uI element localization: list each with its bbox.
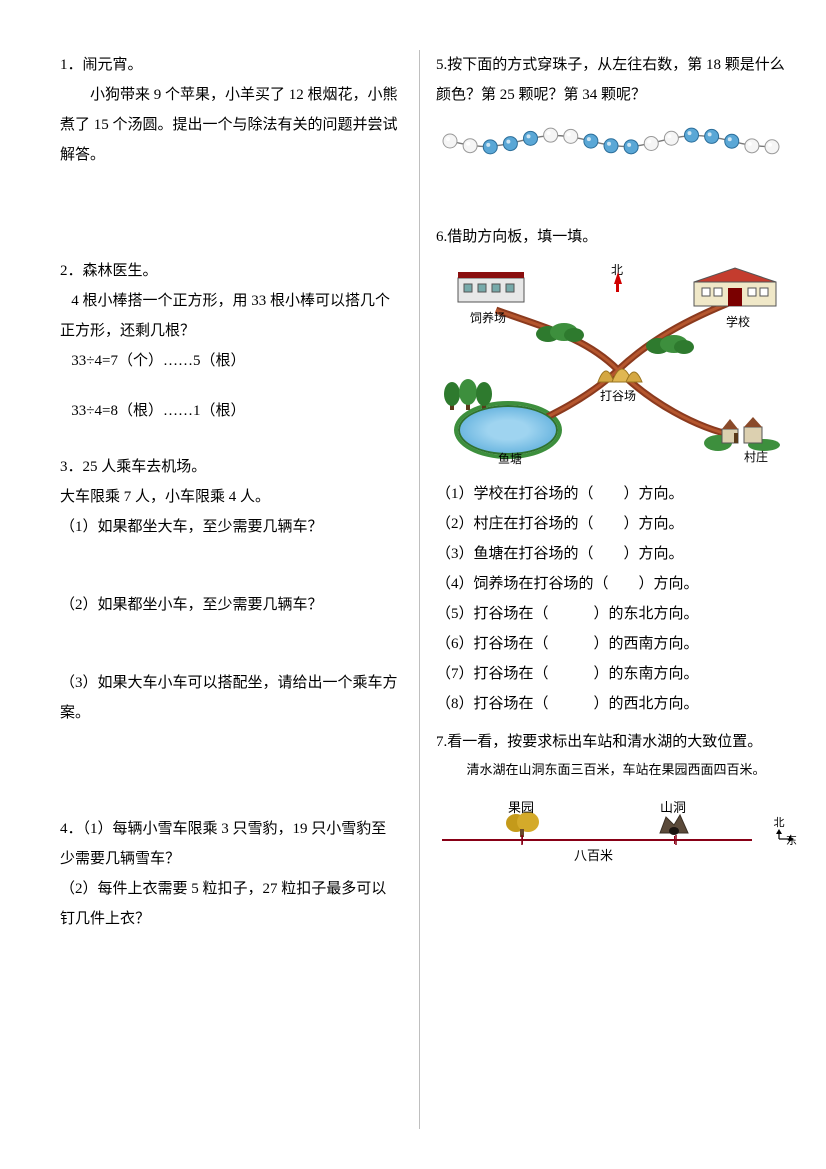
compass-east: 东 [786, 835, 797, 847]
q5-number: 5. [436, 57, 447, 73]
beads-diagram [436, 116, 786, 166]
village-label: 村庄 [744, 445, 768, 469]
q2-body: 4 根小棒搭一个正方形，用 33 根小棒可以搭几个正方形，还剩几根？ [60, 286, 398, 346]
q6-item: （3）鱼塘在打谷场的（ ）方向。 [436, 539, 796, 569]
spacer [60, 434, 398, 452]
compass-stem [616, 284, 619, 292]
bead-white [544, 128, 558, 142]
distance-label: 八百米 [574, 843, 613, 869]
q3-p1: （1）如果都坐大车，至少需要几辆车？ [60, 512, 398, 542]
column-divider [419, 50, 420, 1129]
village-icon [704, 413, 780, 451]
bead-blue [685, 128, 699, 142]
q4-number: 4． [60, 821, 83, 837]
q3-p2: （2）如果都坐小车，至少需要几辆车？ [60, 590, 398, 620]
bead-blue [604, 139, 618, 153]
q2-number: 2． [60, 263, 83, 279]
q2-eq1: 33÷4=7（个）……5（根） [71, 353, 245, 369]
school-icon [692, 266, 778, 308]
q3-body: 大车限乘 7 人，小车限乘 4 人。 [60, 482, 398, 512]
bead-blue [725, 134, 739, 148]
q3-number: 3． [60, 459, 83, 475]
compass-north: 北 [764, 817, 794, 829]
q7-compass-icon: 北 东 [764, 817, 794, 852]
q2: 2．森林医生。 4 根小棒搭一个正方形，用 33 根小棒可以搭几个正方形，还剩几… [60, 256, 398, 426]
direction-map: 北 饲养场 [436, 258, 796, 473]
q6-item: （7）打谷场在（ ）的东南方向。 [436, 659, 796, 689]
q6-item: （2）村庄在打谷场的（ ）方向。 [436, 509, 796, 539]
spacer [60, 620, 398, 668]
q4-p1-text: （1）每辆小雪车限乘 3 只雪豹，19 只小雪豹至少需要几辆雪车？ [60, 821, 386, 867]
q3-title: 25 人乘车去机场。 [83, 459, 207, 475]
q6-item: （4）饲养场在打谷场的（ ）方向。 [436, 569, 796, 599]
q4: 4．（1）每辆小雪车限乘 3 只雪豹，19 只小雪豹至少需要几辆雪车？ （2）每… [60, 814, 398, 934]
ground-label: 打谷场 [600, 384, 636, 408]
q7-caption: 清水湖在山洞东面三百米，车站在果园西面四百米。 [436, 757, 796, 783]
q6: 6.借助方向板，填一填。 北 [436, 222, 796, 719]
q7: 7.看一看，按要求标出车站和清水湖的大致位置。 清水湖在山洞东面三百米，车站在果… [436, 727, 796, 871]
q6-title: 借助方向板，填一填。 [447, 229, 597, 245]
farm-label: 饲养场 [470, 306, 506, 330]
bead-white [443, 134, 457, 148]
q2-eq2: 33÷4=8（根）……1（根） [71, 403, 245, 419]
q6-heading: 6.借助方向板，填一填。 [436, 222, 796, 252]
school-label: 学校 [726, 310, 750, 334]
bead-blue [503, 137, 517, 151]
q1-number: 1． [60, 57, 83, 73]
bead-blue [524, 131, 538, 145]
threshing-ground-icon [592, 354, 644, 384]
worksheet-page: 1．闹元宵。 小狗带来 9 个苹果，小羊买了 12 根烟花，小熊煮了 15 个汤… [60, 50, 796, 1129]
beads-svg [436, 116, 786, 166]
spacer [60, 178, 398, 256]
q4-p2: （2）每件上衣需要 5 粒扣子，27 粒扣子最多可以钉几件上衣？ [60, 874, 398, 934]
bead-white [664, 131, 678, 145]
q7-body: 看一看，按要求标出车站和清水湖的大致位置。 [447, 734, 762, 750]
q1-title: 闹元宵。 [83, 57, 143, 73]
bead-white [564, 129, 578, 143]
spacer [60, 542, 398, 590]
q1: 1．闹元宵。 小狗带来 9 个苹果，小羊买了 12 根烟花，小熊煮了 15 个汤… [60, 50, 398, 170]
bead-blue [483, 140, 497, 154]
bead-white [765, 140, 779, 154]
bush-icon [646, 332, 694, 354]
cave-label: 山洞 [660, 795, 686, 821]
orchard-label: 果园 [508, 795, 534, 821]
left-column: 1．闹元宵。 小狗带来 9 个苹果，小羊买了 12 根烟花，小熊煮了 15 个汤… [60, 50, 413, 1129]
q6-number: 6. [436, 229, 447, 245]
q7-diagram: 果园 山洞 八百米 北 [436, 791, 796, 871]
compass-arrow-icon [614, 272, 622, 284]
q2-body-text: 4 根小棒搭一个正方形，用 33 根小棒可以搭几个正方形，还剩几根？ [60, 293, 390, 339]
q2-line2: 33÷4=8（根）……1（根） [60, 396, 398, 426]
q3-p3: （3）如果大车小车可以搭配坐，请给出一个乘车方案。 [60, 668, 398, 728]
bead-white [463, 139, 477, 153]
q2-title: 森林医生。 [83, 263, 158, 279]
right-column: 5.按下面的方式穿珠子，从左往右数，第 18 颗是什么颜色？第 25 颗呢？第 … [426, 50, 796, 1129]
q6-item-list: （1）学校在打谷场的（ ）方向。（2）村庄在打谷场的（ ）方向。（3）鱼塘在打谷… [436, 479, 796, 719]
bead-blue [705, 129, 719, 143]
q6-item: （5）打谷场在（ ）的东北方向。 [436, 599, 796, 629]
q6-item: （1）学校在打谷场的（ ）方向。 [436, 479, 796, 509]
q6-item: （8）打谷场在（ ）的西北方向。 [436, 689, 796, 719]
q5-text: 5.按下面的方式穿珠子，从左往右数，第 18 颗是什么颜色？第 25 颗呢？第 … [436, 50, 796, 110]
pond-label: 鱼塘 [498, 447, 522, 471]
bead-white [745, 139, 759, 153]
bush-icon [536, 320, 584, 342]
q4-p1: 4．（1）每辆小雪车限乘 3 只雪豹，19 只小雪豹至少需要几辆雪车？ [60, 814, 398, 874]
q7-number: 7. [436, 734, 447, 750]
q5-body: 按下面的方式穿珠子，从左往右数，第 18 颗是什么颜色？第 25 颗呢？第 34… [436, 57, 785, 103]
bead-blue [584, 134, 598, 148]
spacer [60, 736, 398, 814]
q3: 3．25 人乘车去机场。 大车限乘 7 人，小车限乘 4 人。 （1）如果都坐大… [60, 452, 398, 728]
q7-text: 7.看一看，按要求标出车站和清水湖的大致位置。 [436, 727, 796, 757]
q6-item: （6）打谷场在（ ）的西南方向。 [436, 629, 796, 659]
spacer [436, 174, 796, 222]
farm-icon [456, 268, 526, 304]
bead-white [644, 136, 658, 150]
q2-line1: 33÷4=7（个）……5（根） [60, 346, 398, 376]
q5: 5.按下面的方式穿珠子，从左往右数，第 18 颗是什么颜色？第 25 颗呢？第 … [436, 50, 796, 166]
trees-icon [442, 376, 492, 412]
bead-blue [624, 140, 638, 154]
q1-body: 小狗带来 9 个苹果，小羊买了 12 根烟花，小熊煮了 15 个汤圆。提出一个与… [60, 80, 398, 170]
spacer [60, 376, 398, 396]
